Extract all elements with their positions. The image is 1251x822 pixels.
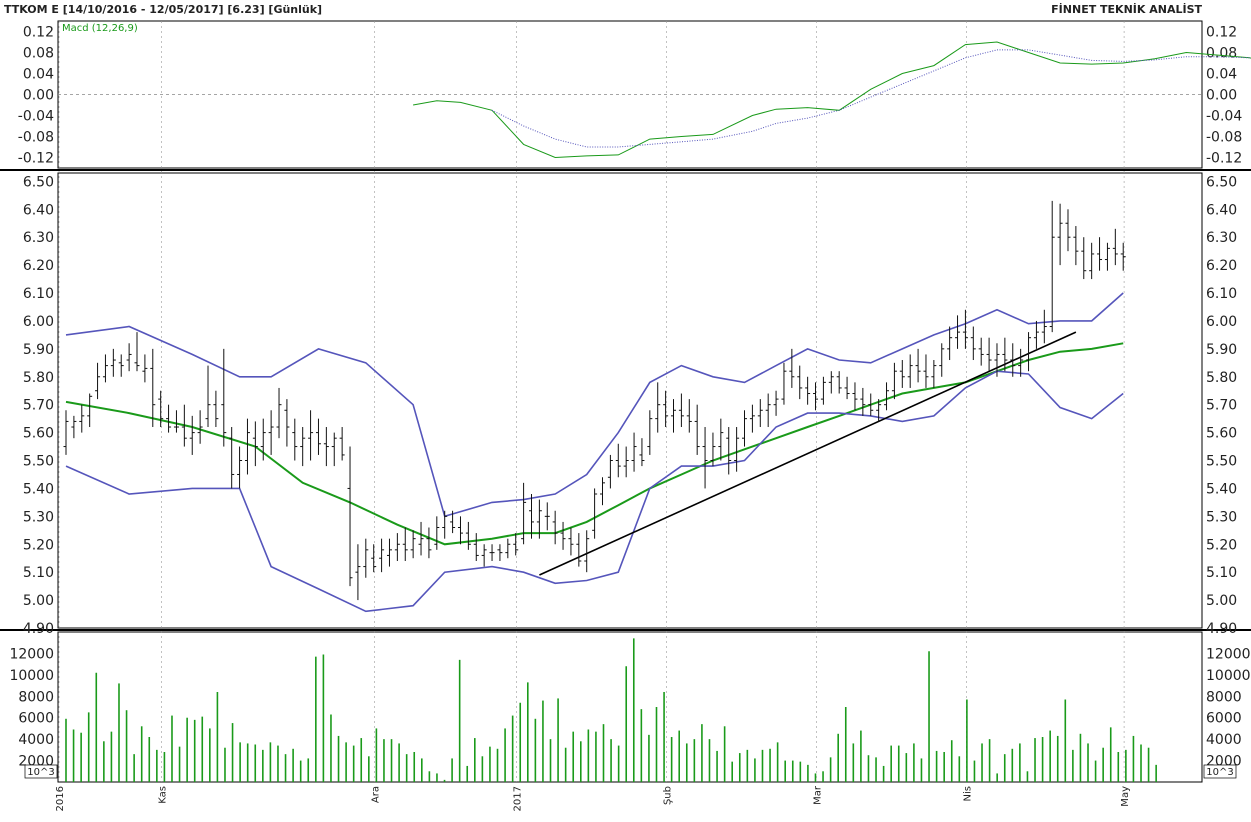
price-y-tick-left: 5.40: [23, 481, 54, 497]
price-y-tick-left: 5.00: [23, 593, 54, 609]
price-y-tick-left: 6.10: [23, 286, 54, 302]
price-y-tick-left: 5.50: [23, 454, 54, 470]
macd-y-tick-right: 0.04: [1206, 67, 1237, 83]
price-y-tick-right: 5.40: [1206, 481, 1237, 497]
volume-y-tick-right: 8000: [1206, 689, 1242, 705]
x-tick-label: 2016: [55, 786, 66, 811]
x-tick-label: Mar: [812, 785, 823, 805]
volume-y-tick-right: 4000: [1206, 732, 1242, 748]
price-y-tick-left: 5.80: [23, 370, 54, 386]
macd-y-tick-left: 0.00: [23, 88, 54, 104]
price-y-tick-left: 5.90: [23, 342, 54, 358]
price-y-tick-right: 5.20: [1206, 537, 1237, 553]
bollinger-band: [65, 370, 1124, 613]
x-tick-label: May: [1120, 786, 1131, 807]
price-y-tick-left: 6.30: [23, 230, 54, 246]
price-y-tick-right: 6.50: [1206, 174, 1237, 190]
price-y-tick-left: 5.70: [23, 398, 54, 414]
price-y-tick-right: 5.50: [1206, 454, 1237, 470]
macd-line: [413, 41, 1251, 159]
macd-y-tick-right: 0.12: [1206, 25, 1237, 41]
chart-brand: FİNNET TEKNİK ANALİST: [1051, 2, 1202, 16]
price-y-tick-right: 4.90: [1206, 621, 1237, 637]
price-y-tick-right: 5.60: [1206, 426, 1237, 442]
macd-y-tick-right: 0.00: [1206, 88, 1237, 104]
volume-y-tick-right: 6000: [1206, 711, 1242, 727]
macd-y-tick-left: -0.08: [18, 130, 54, 146]
volume-y-tick-left: 6000: [18, 711, 54, 727]
bollinger-band: [65, 292, 1124, 518]
moving-average-line: [65, 342, 1124, 546]
price-y-tick-left: 6.20: [23, 258, 54, 274]
macd-y-tick-right: 0.08: [1206, 46, 1237, 62]
price-panel-frame: [57, 172, 1203, 629]
volume-y-tick-right: 10000: [1206, 668, 1251, 684]
macd-y-tick-left: 0.08: [23, 46, 54, 62]
price-y-tick-left: 6.00: [23, 314, 54, 330]
price-y-tick-right: 5.30: [1206, 509, 1237, 525]
x-tick-label: Ara: [371, 786, 382, 803]
trendline: [539, 331, 1077, 576]
price-y-tick-left: 5.20: [23, 537, 54, 553]
price-y-tick-left: 5.30: [23, 509, 54, 525]
chart-title: TTKOM E [14/10/2016 - 12/05/2017] [6.23]…: [4, 3, 322, 16]
price-y-tick-right: 6.30: [1206, 230, 1237, 246]
price-y-tick-left: 5.60: [23, 426, 54, 442]
price-y-tick-right: 5.90: [1206, 342, 1237, 358]
macd-y-tick-left: 0.12: [23, 25, 54, 41]
x-tick-label: Kas: [158, 786, 169, 804]
volume-unit-right: 10^3: [1206, 767, 1233, 778]
price-y-tick-right: 5.10: [1206, 565, 1237, 581]
macd-y-tick-right: -0.08: [1206, 130, 1242, 146]
volume-unit-box-left: [24, 764, 58, 779]
volume-unit-left: 10^3: [27, 767, 54, 778]
macd-y-tick-left: -0.04: [18, 109, 54, 125]
macd-label: Macd (12,26,9): [62, 23, 138, 34]
volume-panel-frame: [57, 631, 1203, 783]
volume-y-tick-right: 12000: [1206, 646, 1251, 662]
price-y-tick-right: 5.00: [1206, 593, 1237, 609]
price-y-tick-left: 5.10: [23, 565, 54, 581]
price-y-tick-right: 6.20: [1206, 258, 1237, 274]
price-y-tick-right: 5.80: [1206, 370, 1237, 386]
price-y-tick-left: 6.50: [23, 174, 54, 190]
x-tick-label: 2017: [513, 786, 524, 811]
volume-y-tick-left: 12000: [9, 646, 54, 662]
price-y-tick-right: 6.00: [1206, 314, 1237, 330]
price-y-tick-right: 6.10: [1206, 286, 1237, 302]
macd-y-tick-right: -0.04: [1206, 109, 1242, 125]
x-tick-label: Şub: [663, 786, 674, 805]
x-tick-label: Nis: [962, 786, 973, 801]
price-y-tick-left: 4.90: [23, 621, 54, 637]
volume-y-tick-left: 8000: [18, 689, 54, 705]
volume-y-tick-left: 10000: [9, 668, 54, 684]
macd-y-tick-left: -0.12: [18, 151, 54, 167]
price-y-tick-left: 6.40: [23, 202, 54, 218]
macd-y-tick-left: 0.04: [23, 67, 54, 83]
volume-unit-box-right: [1203, 764, 1237, 779]
price-y-tick-right: 6.40: [1206, 202, 1237, 218]
volume-y-tick-left: 4000: [18, 732, 54, 748]
price-y-tick-right: 5.70: [1206, 398, 1237, 414]
macd-y-tick-right: -0.12: [1206, 151, 1242, 167]
